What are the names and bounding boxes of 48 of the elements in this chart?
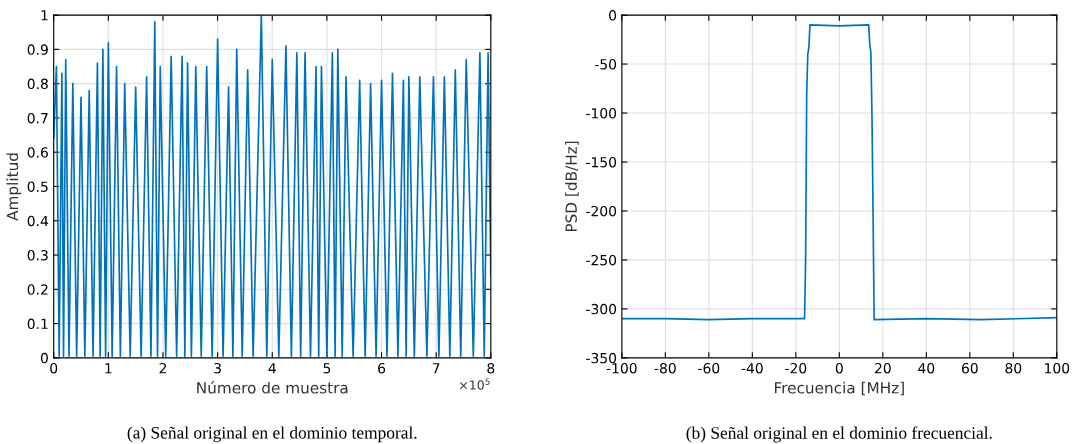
x-tick-label: 7 [432,363,440,374]
x-tick-label: 2 [159,362,167,374]
line-series [621,24,1057,321]
x-tick-label: 8 [487,362,495,374]
x-tick-label: 3 [214,362,221,374]
x-tick-label: 60 [961,362,978,374]
y-tick-label: 0.3 [27,250,48,261]
line-series [53,15,491,357]
x-tick-label: -40 [741,362,763,374]
y-tick-label: 0.7 [27,112,48,124]
text: (a) Señal original en el dominio temporal. [127,426,417,443]
x-tick-label: 80 [1005,362,1022,374]
x-tick-label: 100 [1045,362,1070,374]
x-tick-label: 6 [378,362,386,374]
y-tick-label: 0.9 [27,44,48,55]
x-tick-label: -80 [654,362,676,374]
y-tick-label: -100 [586,108,617,119]
x-tick-label: 0 [50,362,58,374]
y-tick-label: -250 [586,254,617,266]
text: (b) Señal original en el dominio frecuencial. [686,426,992,443]
x-tick-label: 5 [323,363,331,374]
x-tick-label: 40 [918,362,935,374]
y-tick-label: -200 [586,205,617,217]
y-axis-title: Amplitud [6,153,22,221]
y-tick-label: 0 [40,352,48,364]
y-tick-label: 1 [41,10,48,21]
y-tick-label: 0.6 [27,147,48,158]
y-tick-label: -350 [586,352,617,364]
x-tick-label: 1 [105,363,112,374]
y-tick-label: -300 [586,303,617,315]
x-axis-title: Frecuencia [MHz] [775,381,904,396]
x-tick-label: -100 [606,362,637,374]
x-tick-label: 20 [875,362,891,374]
x-tick-label: 4 [268,363,276,374]
y-tick-label: 0.4 [27,215,49,227]
x-tick-label: 0 [835,362,843,374]
y-axis-title: PSD [dB/Hz] [565,141,579,232]
y-tick-label: -150 [586,156,617,168]
x-tick-label: -60 [698,362,720,374]
y-tick-label: 0 [609,10,617,21]
y-tick-label: 0.8 [27,78,48,90]
y-tick-label: 0.5 [27,181,48,192]
y-tick-label: -50 [594,59,617,70]
text: ×10$^{5}$ [460,378,490,390]
x-tick-label: -20 [785,362,807,374]
x-axis-title: Número de muestra [197,381,348,394]
y-tick-label: 0.1 [27,318,48,330]
y-tick-label: 0.2 [27,284,48,295]
